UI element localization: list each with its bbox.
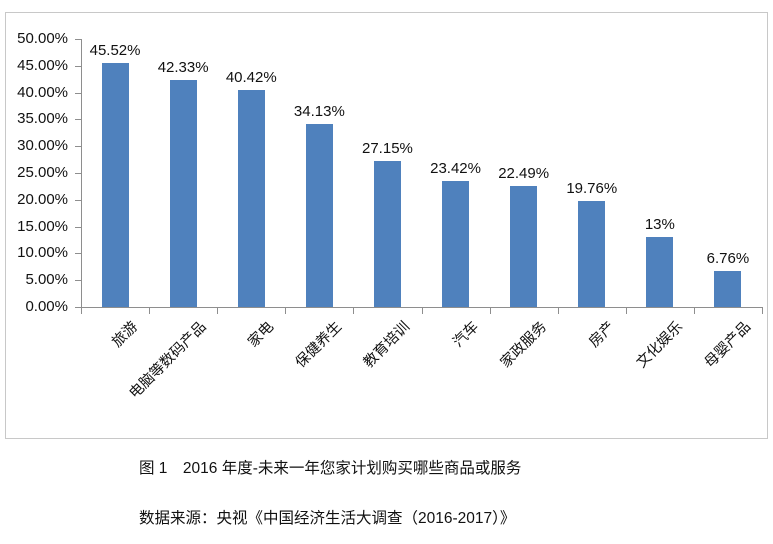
y-tick-mark [75, 146, 81, 148]
bar [373, 161, 401, 307]
bar [646, 237, 674, 307]
y-tick-mark [75, 307, 81, 308]
bar-value-label: 27.15% [362, 140, 413, 158]
bar-value-label: 6.76% [706, 249, 750, 267]
x-tick-mark [693, 308, 695, 314]
x-tick-mark [353, 308, 355, 314]
x-category-label: 保健养生 [293, 318, 346, 372]
y-tick-mark [75, 92, 81, 94]
y-tick-label: 20.00% [17, 190, 68, 208]
bar [101, 63, 129, 307]
x-tick-mark [421, 308, 423, 314]
chart-caption-source: 数据来源：央视《中国经济生活大调查（2016-2017）》 [139, 510, 516, 527]
bar-value-label: 34.13% [293, 103, 345, 121]
x-axis-line [81, 307, 763, 308]
bar-value-label: 42.33% [157, 59, 209, 77]
bar-value-label: 13% [644, 216, 675, 234]
bar-value-label: 40.42% [225, 69, 277, 87]
y-tick-label: 40.00% [17, 83, 68, 101]
y-tick-mark [75, 173, 81, 174]
y-tick-label: 10.00% [17, 244, 68, 262]
x-category-label: 家政服务 [497, 318, 550, 372]
x-tick-mark [557, 308, 559, 314]
x-tick-mark [149, 308, 151, 314]
y-tick-label: 0.00% [25, 298, 68, 315]
bar-value-label: 23.42% [430, 160, 481, 178]
x-tick-mark [217, 308, 219, 314]
x-category-label: 房产 [586, 318, 618, 351]
bar-value-label: 22.49% [498, 165, 550, 183]
bar-value-label: 45.52% [89, 42, 141, 59]
x-category-label: 家电 [245, 318, 278, 351]
x-tick-mark [762, 308, 763, 314]
x-tick-mark [625, 308, 627, 314]
y-tick-label: 15.00% [17, 217, 68, 235]
y-tick-label: 35.00% [17, 110, 68, 128]
y-tick-mark [75, 226, 81, 228]
y-tick-mark [75, 119, 81, 121]
y-tick-label: 30.00% [17, 137, 68, 155]
x-category-label: 母婴产品 [701, 318, 755, 372]
x-category-label: 旅游 [109, 318, 142, 351]
x-category-label: 教育培训 [361, 318, 414, 372]
chart-frame: 0.00% 5.00% 10.00% 15.00% 20.00% 25.00% 30.00%… [5, 12, 768, 439]
y-tick-mark [75, 65, 81, 67]
bar [442, 181, 470, 307]
y-tick-label: 50.00% [17, 30, 68, 47]
y-tick-mark [75, 253, 81, 255]
bar [169, 80, 197, 307]
y-tick-label: 25.00% [17, 164, 68, 181]
bar [510, 186, 538, 307]
x-tick-mark [81, 308, 82, 314]
y-axis-line [81, 39, 82, 307]
y-tick-mark [75, 199, 81, 201]
y-tick-label: 5.00% [25, 271, 68, 289]
x-tick-mark [489, 308, 491, 314]
bar [578, 201, 606, 307]
y-tick-mark [75, 39, 81, 40]
chart-caption-title: 图 1 2016 年度-未来一年您家计划购买哪些商品或服务 [139, 460, 522, 477]
x-tick-mark [285, 308, 287, 314]
bar [305, 124, 333, 307]
x-category-label: 汽车 [449, 318, 482, 351]
bar [714, 270, 742, 307]
y-tick-mark [75, 280, 81, 282]
bar-value-label: 19.76% [566, 180, 618, 198]
y-tick-label: 45.00% [17, 56, 68, 74]
bar [237, 90, 265, 307]
x-category-label: 文化娱乐 [633, 318, 687, 372]
